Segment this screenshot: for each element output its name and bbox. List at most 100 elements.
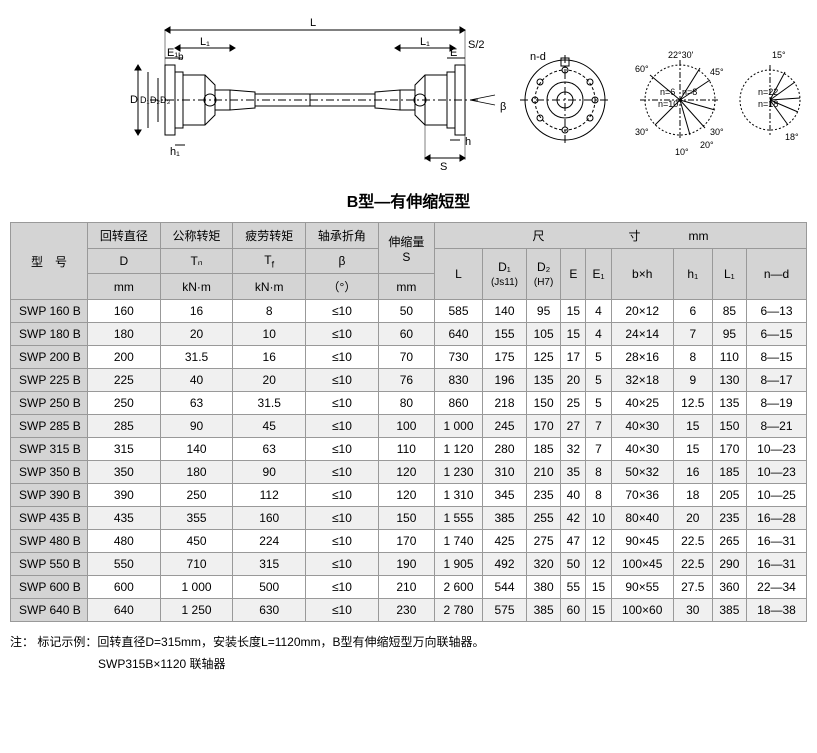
cell-L1: 85 (712, 300, 746, 323)
cell-L: 730 (434, 346, 482, 369)
cell-b: ≤10 (306, 461, 379, 484)
footnote: 注： 标记示例：回转直径D=315mm，安装长度L=1120mm，B型有伸缩短型… (10, 632, 807, 675)
th-D2: D₂(H7) (526, 249, 560, 300)
th-E1: E₁ (586, 249, 611, 300)
cell-L: 640 (434, 323, 482, 346)
cell-D: 285 (88, 415, 161, 438)
table-row: SWP 250 B2506331.5≤108086021815025540×25… (11, 392, 807, 415)
cell-b: ≤10 (306, 576, 379, 599)
lbl-a18: 18° (785, 132, 799, 142)
cell-h1: 18 (673, 484, 712, 507)
cell-D1: 280 (483, 438, 527, 461)
cell-h1: 22.5 (673, 530, 712, 553)
cell-D: 180 (88, 323, 161, 346)
cell-D2: 320 (526, 553, 560, 576)
cell-model: SWP 180 B (11, 323, 88, 346)
cell-model: SWP 480 B (11, 530, 88, 553)
cell-D1: 155 (483, 323, 527, 346)
cell-D1: 245 (483, 415, 527, 438)
cell-E: 32 (561, 438, 586, 461)
dim-D: D (130, 94, 138, 106)
cell-bh: 70×36 (611, 484, 673, 507)
cell-b: ≤10 (306, 599, 379, 622)
cell-nd: 16—31 (747, 530, 807, 553)
lbl-n18: n=18 (758, 99, 778, 109)
engineering-diagram: L L₁ L₁ E₁ E S/2 D D₁ D₂ D₃ b h₁ h β S n… (10, 10, 807, 180)
cell-Tn: 180 (160, 461, 233, 484)
cell-S: 120 (378, 484, 434, 507)
lbl-a15: 15° (772, 50, 786, 60)
dim-S: S (440, 161, 447, 173)
cell-D2: 150 (526, 392, 560, 415)
dim-h1: h₁ (170, 146, 180, 158)
cell-D2: 255 (526, 507, 560, 530)
cell-D: 225 (88, 369, 161, 392)
cell-bh: 20×12 (611, 300, 673, 323)
table-row: SWP 225 B2254020≤107683019613520532×1891… (11, 369, 807, 392)
table-row: SWP 435 B435355160≤101501 55538525542108… (11, 507, 807, 530)
cell-bh: 40×25 (611, 392, 673, 415)
cell-L: 860 (434, 392, 482, 415)
cell-nd: 8—15 (747, 346, 807, 369)
cell-E1: 5 (586, 346, 611, 369)
cell-model: SWP 550 B (11, 553, 88, 576)
cell-Tf: 31.5 (233, 392, 306, 415)
section-title: B型—有伸缩短型 (10, 188, 807, 212)
cell-E1: 15 (586, 576, 611, 599)
cell-D1: 425 (483, 530, 527, 553)
cell-L1: 150 (712, 415, 746, 438)
cell-bh: 50×32 (611, 461, 673, 484)
cell-D1: 310 (483, 461, 527, 484)
cell-model: SWP 640 B (11, 599, 88, 622)
cell-b: ≤10 (306, 392, 379, 415)
cell-D: 550 (88, 553, 161, 576)
cell-model: SWP 285 B (11, 415, 88, 438)
cell-model: SWP 390 B (11, 484, 88, 507)
th-beta-unit: （°） (306, 274, 379, 300)
cell-L: 1 120 (434, 438, 482, 461)
cell-nd: 10—25 (747, 484, 807, 507)
lbl-n6: n=6 (660, 87, 675, 97)
cell-E1: 5 (586, 392, 611, 415)
cell-Tn: 1 250 (160, 599, 233, 622)
cell-b: ≤10 (306, 369, 379, 392)
th-D-sym: D (88, 249, 161, 274)
cell-E1: 7 (586, 415, 611, 438)
cell-h1: 16 (673, 461, 712, 484)
cell-h1: 8 (673, 346, 712, 369)
dim-S2: S/2 (468, 39, 485, 51)
cell-D2: 105 (526, 323, 560, 346)
cell-L1: 385 (712, 599, 746, 622)
cell-S: 80 (378, 392, 434, 415)
cell-L: 1 555 (434, 507, 482, 530)
cell-D: 435 (88, 507, 161, 530)
cell-Tf: 8 (233, 300, 306, 323)
cell-nd: 8—21 (747, 415, 807, 438)
cell-E1: 5 (586, 369, 611, 392)
cell-bh: 90×55 (611, 576, 673, 599)
cell-L1: 95 (712, 323, 746, 346)
cell-L1: 235 (712, 507, 746, 530)
cell-h1: 22.5 (673, 553, 712, 576)
th-D-label: 回转直径 (88, 223, 161, 249)
cell-L1: 360 (712, 576, 746, 599)
cell-L: 830 (434, 369, 482, 392)
cell-S: 190 (378, 553, 434, 576)
cell-model: SWP 225 B (11, 369, 88, 392)
th-beta-sym: β (306, 249, 379, 274)
cell-Tf: 20 (233, 369, 306, 392)
cell-D1: 175 (483, 346, 527, 369)
th-Tn-label: 公称转矩 (160, 223, 233, 249)
cell-model: SWP 435 B (11, 507, 88, 530)
lbl-a30l: 30° (635, 127, 649, 137)
cell-E: 35 (561, 461, 586, 484)
cell-bh: 100×45 (611, 553, 673, 576)
cell-D2: 125 (526, 346, 560, 369)
cell-D: 250 (88, 392, 161, 415)
cell-Tn: 140 (160, 438, 233, 461)
cell-nd: 8—17 (747, 369, 807, 392)
cell-Tn: 63 (160, 392, 233, 415)
lbl-n22: n=22 (758, 87, 778, 97)
th-Tf-label: 疲劳转矩 (233, 223, 306, 249)
th-S-unit: mm (378, 274, 434, 300)
